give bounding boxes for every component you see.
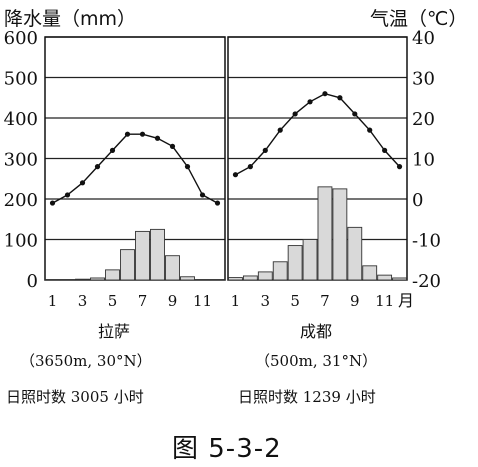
- precip-bar: [90, 277, 105, 281]
- temperature-point: [49, 200, 56, 206]
- temperature-point: [247, 164, 253, 170]
- coords-lhasa: （3650m, 30°N）: [20, 352, 152, 370]
- precip-tick-label: 100: [4, 231, 38, 252]
- temperature-point: [199, 192, 206, 198]
- precip-bar: [105, 269, 120, 281]
- temperature-point: [124, 131, 131, 137]
- temperature-point: [396, 164, 403, 170]
- temperature-point: [367, 127, 373, 133]
- precip-bar: [135, 230, 150, 281]
- sunshine-lhasa: 日照时数 3005 小时: [6, 388, 144, 406]
- x-tick-label: 7: [320, 292, 330, 310]
- temperature-point: [79, 180, 86, 186]
- precip-axis-title: 降水量（mm）: [4, 8, 137, 30]
- precip-bar: [242, 275, 258, 281]
- precip-bar: [317, 186, 333, 281]
- panel-frame: [44, 36, 226, 281]
- x-tick-label: 9: [168, 292, 178, 310]
- precip-bar: [392, 277, 407, 281]
- sunshine-chengdu: 日照时数 1239 小时: [238, 388, 376, 406]
- temperature-point: [94, 164, 101, 170]
- precip-bar: [287, 245, 303, 281]
- temperature-point: [337, 95, 343, 101]
- precip-bar: [257, 271, 273, 281]
- precip-bar: [165, 255, 180, 281]
- city-name-chengdu: 成都: [300, 322, 333, 341]
- precip-bar: [180, 276, 195, 281]
- x-tick-label: 3: [78, 292, 88, 310]
- precip-bar: [75, 278, 90, 281]
- precip-bar: [120, 249, 135, 281]
- temp-tick-label: 40: [412, 28, 435, 49]
- precip-bar: [302, 239, 318, 281]
- precip-tick-label: 400: [4, 109, 38, 130]
- precip-tick-label: 500: [4, 69, 38, 90]
- precip-tick-label: 0: [27, 271, 38, 292]
- precip-bar: [347, 226, 363, 281]
- x-tick-label: 7: [138, 292, 148, 310]
- temperature-line: [235, 92, 401, 176]
- temp-tick-label: 0: [412, 190, 423, 211]
- temperature-point: [322, 91, 328, 97]
- temp-tick-label: 20: [412, 109, 435, 130]
- temp-tick-label: 30: [412, 69, 435, 90]
- temperature-point: [262, 147, 268, 153]
- x-tick-label: 11: [193, 292, 212, 310]
- precip-bar: [332, 188, 348, 281]
- x-tick-label: 1: [231, 292, 241, 310]
- temperature-point: [277, 127, 283, 133]
- x-tick-label: 1: [48, 292, 58, 310]
- x-tick-label: 11: [375, 292, 394, 310]
- temperature-point: [154, 135, 161, 141]
- precip-bar: [377, 274, 393, 281]
- precip-tick-label: 200: [4, 190, 38, 211]
- temperature-point: [214, 200, 221, 206]
- precip-bar: [362, 265, 378, 281]
- x-tick-label: 9: [350, 292, 360, 310]
- temp-axis-title: 气温（℃）: [370, 8, 468, 30]
- temperature-line: [52, 133, 218, 204]
- precip-tick-label: 600: [4, 28, 38, 49]
- x-tick-label: 5: [290, 292, 300, 310]
- temperature-point: [64, 192, 71, 198]
- temperature-point: [382, 147, 388, 153]
- temperature-point: [352, 111, 358, 117]
- precip-tick-label: 300: [4, 150, 38, 171]
- figure-caption: 图 5-3-2: [172, 434, 282, 464]
- temperature-point: [169, 143, 176, 149]
- precip-bar: [150, 228, 165, 281]
- precip-bar: [228, 277, 243, 281]
- temp-tick-label: -20: [412, 271, 441, 292]
- precip-bar: [272, 261, 288, 281]
- x-tick-label: 5: [108, 292, 118, 310]
- x-unit-label: 月: [398, 291, 414, 310]
- temperature-point: [184, 164, 191, 170]
- temp-tick-label: 10: [412, 150, 435, 171]
- temperature-point: [232, 172, 239, 178]
- coords-chengdu: （500m, 31°N）: [255, 352, 378, 370]
- temperature-point: [109, 147, 116, 153]
- temperature-point: [292, 111, 298, 117]
- temperature-point: [139, 131, 146, 137]
- x-tick-label: 3: [261, 292, 271, 310]
- temp-tick-label: -10: [412, 231, 441, 252]
- temperature-point: [307, 99, 313, 105]
- city-name-lhasa: 拉萨: [98, 322, 131, 341]
- panel-frame: [227, 36, 408, 281]
